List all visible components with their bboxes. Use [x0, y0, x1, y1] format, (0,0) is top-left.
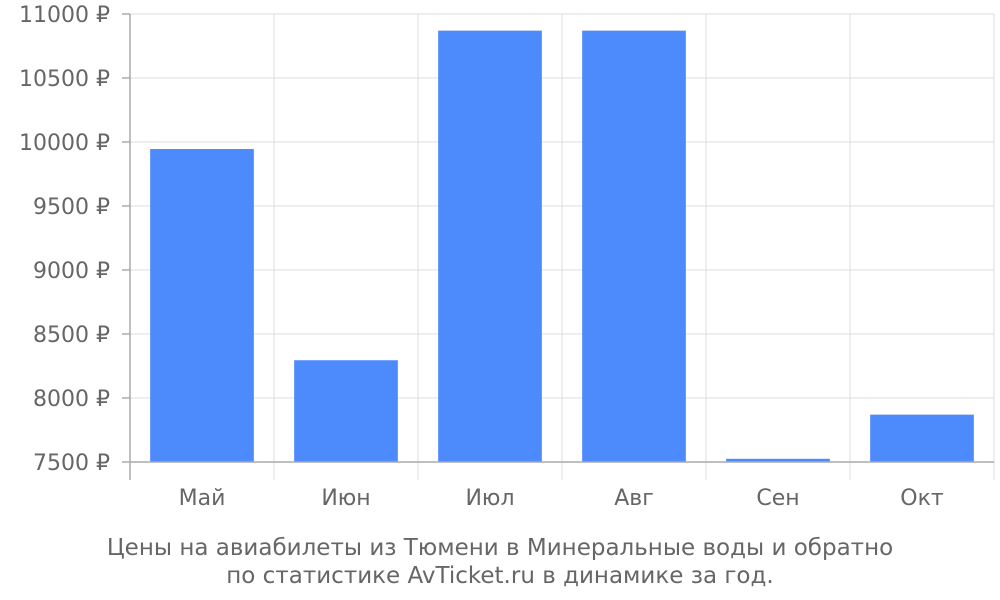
- y-tick-label: 8000 ₽: [33, 387, 110, 412]
- x-tick-label: Июл: [465, 486, 514, 511]
- x-tick-label: Окт: [900, 486, 944, 511]
- chart-caption-line-2: по статистике AvTicket.ru в динамике за …: [226, 563, 774, 589]
- y-tick-label: 9000 ₽: [33, 259, 110, 284]
- bars: [150, 30, 974, 463]
- y-tick-label: 10500 ₽: [19, 67, 110, 92]
- y-tick-label: 8500 ₽: [33, 323, 110, 348]
- axes: [122, 13, 994, 480]
- x-tick-label: Июн: [321, 486, 370, 511]
- x-tick-labels: Май Июн Июл Авг Сен Окт: [179, 486, 944, 511]
- x-tick-label: Май: [179, 486, 226, 511]
- bar-2: [294, 360, 398, 462]
- x-tick-label: Авг: [614, 486, 654, 511]
- y-tick-label: 7500 ₽: [33, 451, 110, 476]
- y-tick-label: 10000 ₽: [19, 131, 110, 156]
- bar-5: [726, 458, 830, 462]
- bar-4: [582, 30, 686, 462]
- bar-1: [150, 149, 254, 463]
- y-tick-label: 11000 ₽: [19, 3, 110, 28]
- y-tick-label: 9500 ₽: [33, 195, 110, 220]
- grid-lines: [130, 13, 995, 480]
- bar-3: [438, 30, 542, 462]
- bar-6: [870, 414, 974, 462]
- x-tick-label: Сен: [756, 486, 799, 511]
- bar-chart: 7500 ₽ 8000 ₽ 8500 ₽ 9000 ₽ 9500 ₽ 10000 ₽ 105…: [19, 3, 995, 511]
- y-tick-labels: 7500 ₽ 8000 ₽ 8500 ₽ 9000 ₽ 9500 ₽ 10000 ₽ 105…: [19, 3, 110, 476]
- chart-caption-line-1: Цены на авиабилеты из Тюмени в Минеральн…: [106, 535, 894, 561]
